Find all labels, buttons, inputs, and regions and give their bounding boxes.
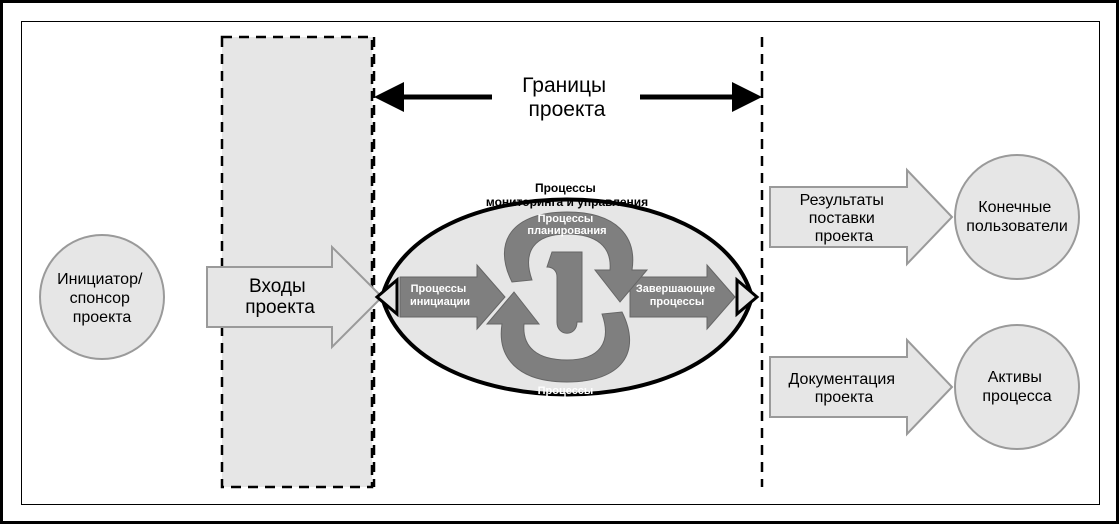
end-users-circle xyxy=(955,155,1079,279)
oval-outer-line2: мониторинга и управления xyxy=(486,195,648,209)
docs-line2: проекта xyxy=(815,389,874,406)
inputs-arrow-line2: проекта xyxy=(245,297,315,318)
closing-line1: Завершающие xyxy=(636,283,715,295)
results-line2: поставки xyxy=(809,210,875,227)
svg-text:Процессы мониторинга: Процессы мониторинга и управления xyxy=(486,181,648,209)
initiation-line1: Процессы xyxy=(411,283,467,295)
diagram-canvas: Границы проекта Инициатор/ спонсор проек… xyxy=(21,21,1100,505)
header-title-line1: Границы xyxy=(522,74,606,97)
inputs-arrow-line1: Входы xyxy=(249,276,306,297)
outer-frame: Границы проекта Инициатор/ спонсор проек… xyxy=(0,0,1119,524)
initiation-line2: инициации xyxy=(410,296,470,308)
docs-line1: Документация xyxy=(789,371,895,388)
initiator-line1: Инициатор/ xyxy=(57,271,143,288)
center-oval: Процессы мониторинга и управления Процес… xyxy=(377,181,757,409)
assets-line1: Активы xyxy=(988,369,1042,386)
inputs-dashed-box xyxy=(222,37,372,487)
closing-line2: процессы xyxy=(650,296,704,308)
oval-outer-line1: Процессы xyxy=(535,181,596,195)
endusers-line2: пользователи xyxy=(966,218,1068,235)
planning-line1: Процессы xyxy=(538,213,594,225)
assets-line2: процесса xyxy=(982,388,1051,405)
results-line1: Результаты xyxy=(800,192,884,209)
svg-text:Процессы планировани: Процессы планирования xyxy=(527,213,606,237)
results-line3: проекта xyxy=(815,228,874,245)
planning-line2: планирования xyxy=(527,225,606,237)
output-arrow-docs: Документация проекта xyxy=(770,340,952,434)
diagram-svg: Границы проекта Инициатор/ спонсор проек… xyxy=(22,22,1097,502)
output-arrow-results: Результаты поставки проекта xyxy=(770,170,952,264)
svg-text:Процессы инициации: Процессы инициации xyxy=(410,283,470,308)
initiator-line3: проекта xyxy=(73,309,132,326)
header-title-line2: проекта xyxy=(529,98,606,121)
svg-text:Входы проекта: Входы проекта xyxy=(245,276,315,318)
execution-line2: исполнения xyxy=(534,397,600,409)
process-assets-circle xyxy=(955,325,1079,449)
endusers-line1: Конечные xyxy=(978,199,1051,216)
svg-text:Процессы исполнения: Процессы исполнения xyxy=(534,385,600,409)
header-title: Границы проекта xyxy=(522,74,612,121)
initiator-line2: спонсор xyxy=(70,290,130,307)
execution-line1: Процессы xyxy=(538,385,594,397)
